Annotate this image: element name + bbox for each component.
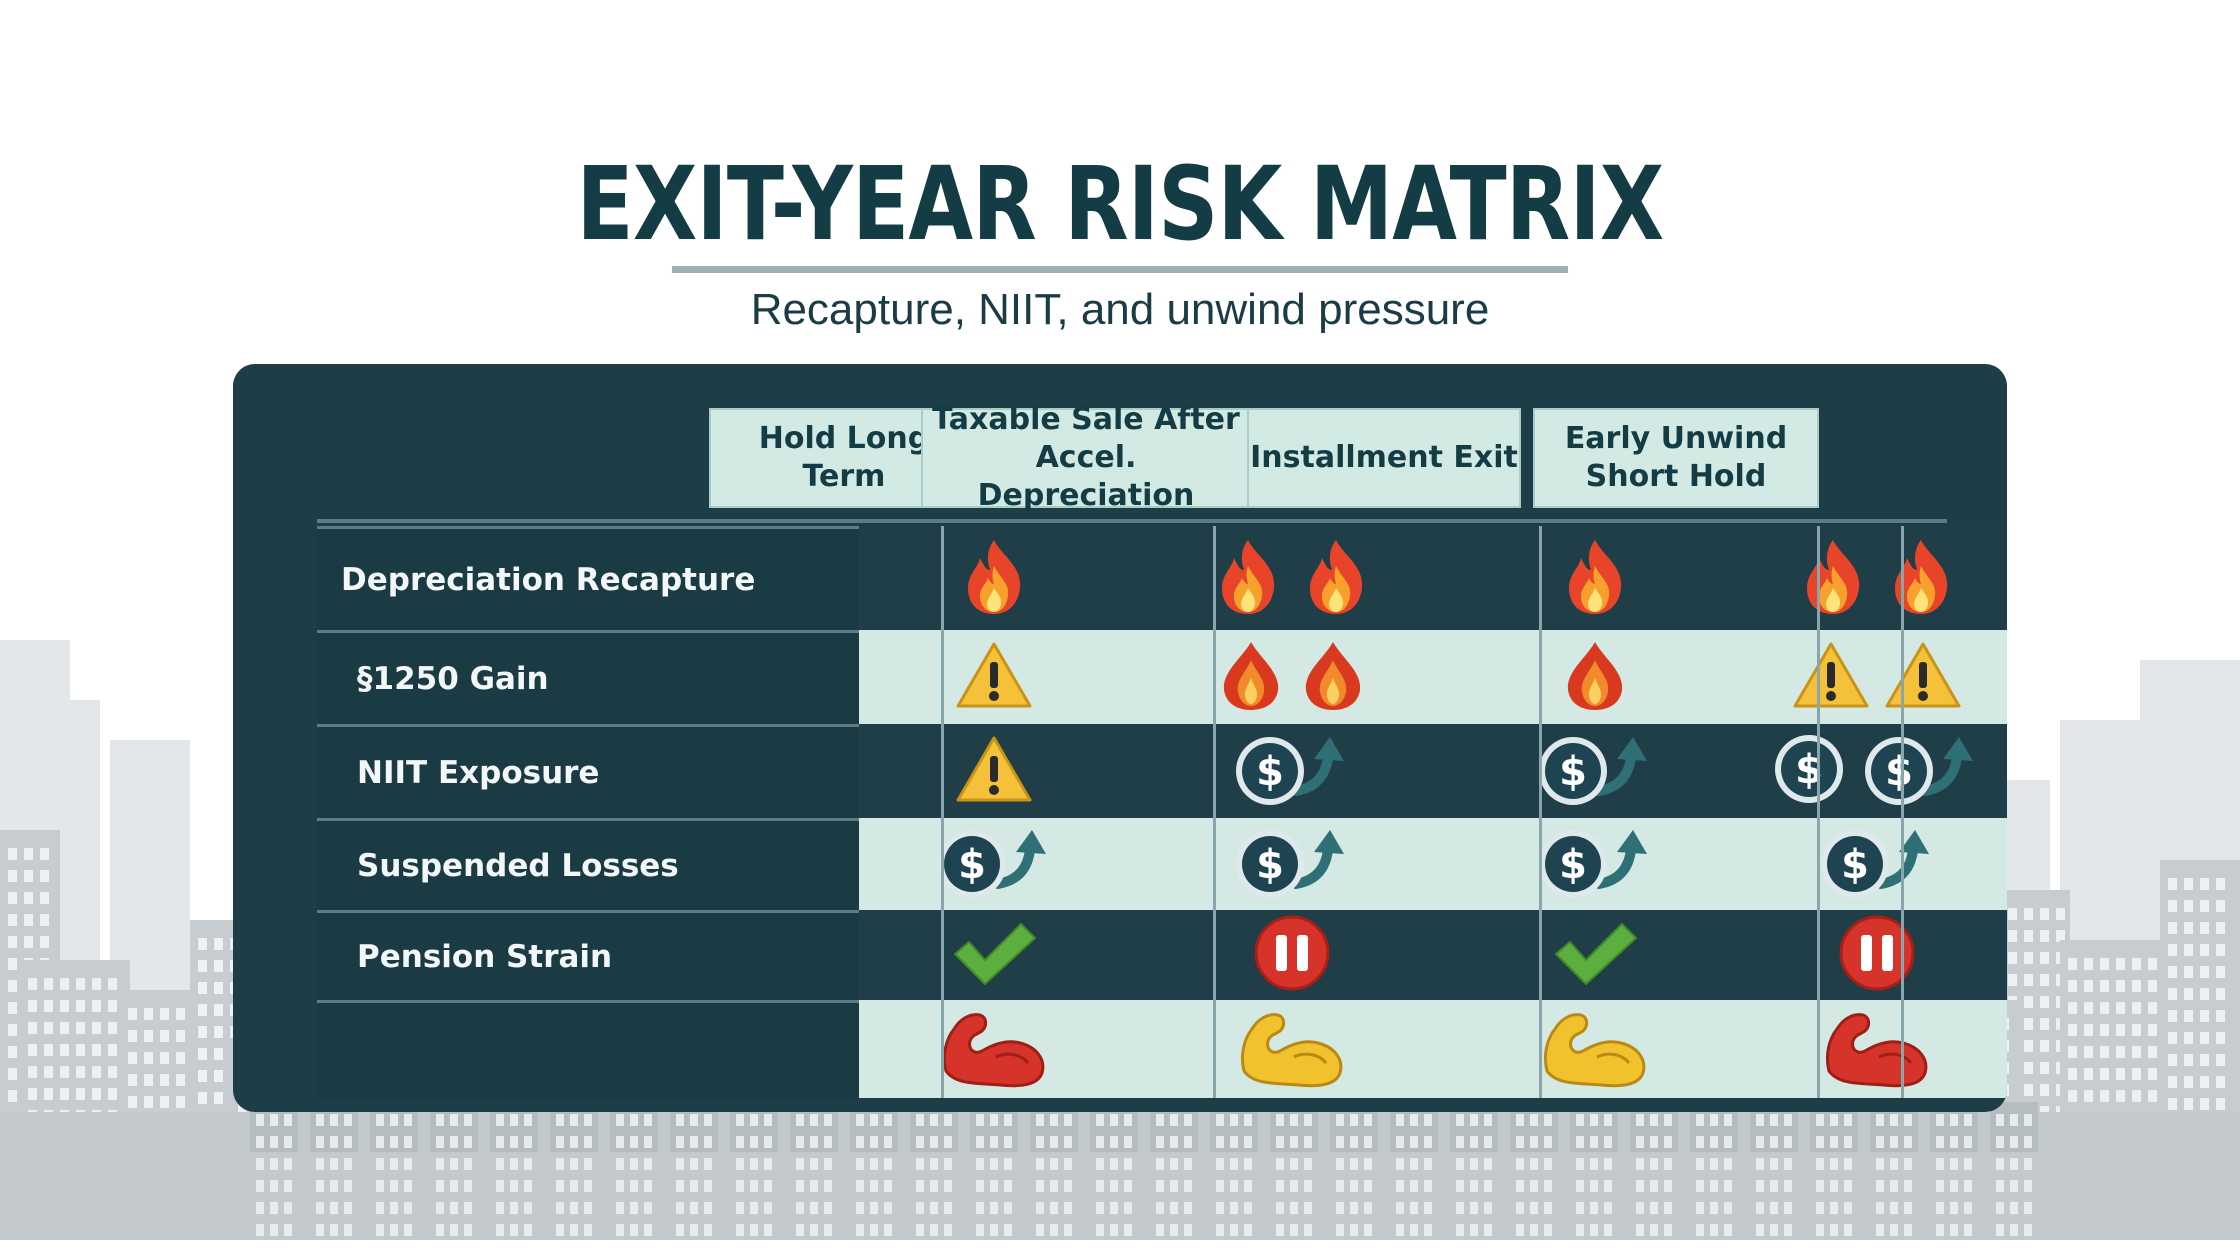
matrix-cell (859, 724, 1129, 818)
column-divider (1539, 526, 1542, 1098)
matrix-cell: $ (1455, 724, 1735, 818)
muscle-red-icon (936, 1005, 1052, 1093)
dollar-up-icon: $ (1815, 822, 1939, 906)
header-divider (317, 519, 1947, 523)
matrix-cell (1455, 910, 1735, 1000)
column-divider (1817, 526, 1820, 1098)
fire-icon (1557, 536, 1633, 620)
matrix-cell (1735, 526, 2007, 630)
column-header-line2: Accel. Depreciation (977, 440, 1195, 513)
column-header-line2: Term (802, 459, 886, 494)
fire-icon (1795, 536, 1871, 620)
column-header-4: Early Unwind Short Hold (1533, 408, 1819, 508)
check-icon (1550, 918, 1640, 992)
matrix-cell (859, 526, 1129, 630)
page-title: EXIT-YEAR RISK MATRIX (576, 145, 1665, 264)
page-subtitle: Recapture, NIIT, and unwind pressure (750, 285, 1490, 334)
muscle-yellow-icon (1234, 1005, 1350, 1093)
matrix-row: Pension Strain (317, 910, 2007, 1000)
matrix-row: Depreciation Recapture (317, 526, 2007, 630)
matrix-row (317, 1000, 2007, 1098)
matrix-cell (1129, 910, 1455, 1000)
matrix-cell (1455, 630, 1735, 724)
fire-icon (956, 536, 1032, 620)
svg-text:$: $ (1885, 749, 1913, 795)
muscle-red-icon (1819, 1005, 1935, 1093)
matrix-cell (859, 1000, 1129, 1098)
dollar-up-icon: $ (1533, 822, 1657, 906)
matrix-row: NIIT Exposure $ $ $ $ (317, 724, 2007, 818)
column-header-line2: Short Hold (1585, 459, 1767, 494)
matrix-cell (1129, 526, 1455, 630)
matrix-cell (1455, 526, 1735, 630)
matrix-cell (859, 630, 1129, 724)
pause-icon (1252, 913, 1332, 997)
risk-matrix-panel: Hold Long Term Taxable Sale After Accel. De… (233, 364, 2007, 1112)
muscle-yellow-icon (1537, 1005, 1653, 1093)
dollar-up-icon: $ (1230, 729, 1354, 813)
matrix-row: Suspended Losses $ $ $ $ (317, 818, 2007, 910)
row-label: Pension Strain (317, 910, 943, 1000)
dollar-up-icon: $ (1230, 822, 1354, 906)
dollar-coin-icon: $ (1771, 731, 1847, 811)
column-header-line1: Early Unwind (1564, 421, 1788, 456)
svg-text:$: $ (1559, 749, 1587, 795)
svg-text:$: $ (958, 842, 986, 888)
column-header-3: Installment Exit (1247, 408, 1521, 508)
matrix-cell: $ (1735, 818, 2007, 910)
matrix-cell (1455, 1000, 1735, 1098)
matrix-cell: $ (1129, 724, 1455, 818)
row-label (317, 1000, 943, 1098)
matrix-cell (859, 910, 1129, 1000)
dollar-up-icon: $ (1859, 729, 1983, 813)
row-label: Depreciation Recapture (317, 526, 943, 630)
column-divider (1901, 526, 1904, 1098)
dollar-up-icon: $ (932, 822, 1056, 906)
slide-header: EXIT-YEAR RISK MATRIX Recapture, NIIT, a… (0, 0, 2240, 360)
column-divider (941, 526, 944, 1098)
pause-icon (1837, 913, 1917, 997)
column-header-2: Taxable Sale After Accel. Depreciation (921, 402, 1251, 513)
matrix-cell: $ (859, 818, 1129, 910)
title-underline (672, 266, 1568, 273)
flame-drop-icon (1216, 638, 1286, 716)
svg-text:$: $ (1256, 749, 1284, 795)
matrix-cell: $ (1129, 818, 1455, 910)
svg-text:$: $ (1559, 842, 1587, 888)
dollar-up-icon: $ (1533, 729, 1657, 813)
column-header-line1: Taxable Sale After (932, 402, 1240, 437)
check-icon (949, 918, 1039, 992)
matrix-row: §1250 Gain (317, 630, 2007, 724)
column-header-line1: Installment Exit (1250, 440, 1518, 475)
flame-drop-icon (1560, 638, 1630, 716)
flame-drop-icon (1298, 638, 1368, 716)
matrix-cell (1129, 630, 1455, 724)
matrix-cell (1735, 1000, 2007, 1098)
row-label: §1250 Gain (317, 630, 943, 724)
column-header-line1: Hold Long (758, 421, 930, 456)
matrix-cell: $ (1455, 818, 1735, 910)
row-label: NIIT Exposure (317, 724, 943, 818)
fire-icon (1210, 536, 1286, 620)
svg-text:$: $ (1256, 842, 1284, 888)
column-divider (1213, 526, 1216, 1098)
row-label: Suspended Losses (317, 818, 943, 910)
fire-icon (1298, 536, 1374, 620)
warning-icon (954, 734, 1034, 808)
matrix-cell (1735, 910, 2007, 1000)
matrix-cell: $ $ (1735, 724, 2007, 818)
matrix-cell (1735, 630, 2007, 724)
fire-icon (1883, 536, 1959, 620)
svg-text:$: $ (1841, 842, 1869, 888)
warning-icon (1883, 640, 1963, 714)
matrix-cell (1129, 1000, 1455, 1098)
warning-icon (1791, 640, 1871, 714)
warning-icon (954, 640, 1034, 714)
